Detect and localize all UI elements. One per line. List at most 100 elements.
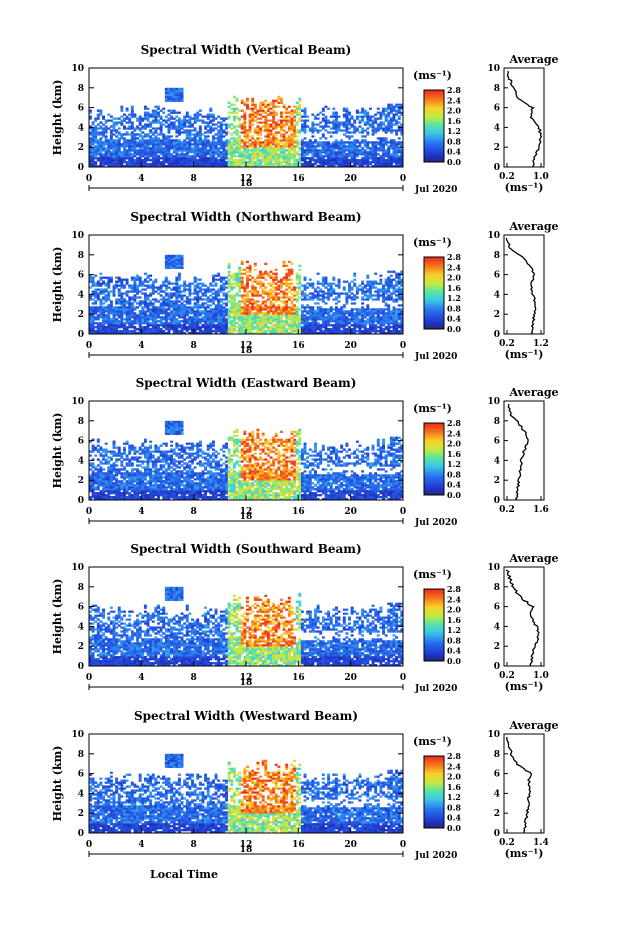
heatmap-cell	[157, 107, 160, 110]
heatmap-cell	[219, 123, 223, 126]
heatmap-cell	[266, 274, 270, 277]
heatmap-cell	[256, 304, 260, 307]
heatmap-cell	[327, 332, 331, 335]
heatmap-cell	[232, 149, 236, 152]
heatmap-cell	[308, 314, 312, 317]
heatmap-cell	[167, 149, 171, 152]
heatmap-cell	[400, 163, 404, 166]
heatmap-cell	[340, 139, 344, 142]
heatmap-cell	[104, 282, 108, 285]
heatmap-cell	[319, 143, 323, 146]
heatmap-cell	[319, 328, 323, 331]
heatmap-cell	[151, 316, 155, 319]
heatmap-cell	[232, 139, 236, 142]
heatmap-cell	[162, 135, 166, 138]
heatmap-cell	[384, 137, 388, 140]
heatmap-cell	[285, 312, 289, 315]
heatmap-cell	[185, 125, 189, 128]
heatmap-cell	[272, 272, 276, 275]
heatmap-cell	[191, 310, 194, 313]
heatmap-cell	[141, 163, 145, 166]
heatmap-cell	[371, 143, 375, 146]
heatmap-cell	[261, 288, 265, 291]
y-axis-label: Height (km)	[51, 80, 64, 156]
heatmap-cell	[240, 123, 244, 126]
heatmap-cell	[269, 129, 273, 132]
heatmap-cell	[193, 151, 197, 154]
heatmap-cell	[214, 296, 218, 299]
heatmap-cell	[206, 288, 210, 291]
heatmap-cell	[151, 115, 155, 118]
heatmap-cell	[230, 157, 234, 160]
heatmap-cell	[316, 129, 320, 132]
heatmap-cell	[225, 298, 228, 301]
heatmap-cell	[209, 284, 213, 287]
heatmap-cell	[321, 276, 325, 279]
heatmap-cell	[282, 276, 286, 279]
heatmap-cell	[188, 163, 192, 166]
heatmap-cell	[238, 288, 242, 291]
heatmap-cell	[162, 304, 166, 307]
heatmap-cell	[238, 117, 242, 120]
heatmap-cell	[280, 111, 283, 114]
heatmap-cell	[348, 123, 351, 126]
heatmap-cell	[256, 318, 260, 321]
heatmap-cell	[274, 99, 278, 102]
heatmap-cell	[149, 314, 153, 317]
heatmap-cell	[348, 286, 351, 289]
heatmap-cell	[172, 95, 176, 98]
heatmap-cell	[209, 332, 213, 335]
heatmap-cell	[154, 312, 158, 315]
heatmap-cell	[293, 306, 297, 309]
heatmap-cell	[146, 113, 150, 116]
heatmap-cell	[306, 141, 310, 144]
heatmap-cell	[89, 163, 92, 166]
heatmap-cell	[107, 165, 111, 168]
heatmap-cell	[345, 324, 349, 327]
heatmap-cell	[277, 324, 281, 327]
heatmap-cell	[91, 123, 95, 126]
heatmap-cell	[232, 330, 236, 333]
heatmap-cell	[91, 157, 95, 160]
heatmap-cell	[392, 147, 396, 150]
heatmap-cell	[230, 284, 234, 287]
heatmap-cell	[198, 133, 202, 136]
heatmap-cell	[345, 119, 349, 122]
heatmap-cell	[337, 312, 341, 315]
heatmap-cell	[327, 282, 331, 285]
heatmap-cell	[172, 254, 176, 258]
heatmap-cell	[311, 296, 315, 299]
heatmap-cell	[209, 121, 213, 124]
heatmap-cell	[211, 296, 215, 299]
heatmap-cell	[94, 310, 98, 313]
heatmap-cell	[117, 149, 121, 152]
heatmap-cell	[319, 326, 323, 329]
heatmap-cell	[109, 280, 113, 283]
heatmap-cell	[141, 302, 145, 305]
heatmap-cell	[180, 151, 184, 154]
heatmap-cell	[287, 270, 291, 273]
heatmap-cell	[300, 330, 304, 333]
heatmap-cell	[164, 256, 168, 260]
heatmap-cell	[321, 149, 325, 152]
heatmap-cell	[211, 288, 215, 291]
heatmap-cell	[384, 125, 388, 128]
heatmap-cell	[337, 129, 341, 132]
heatmap-cell	[366, 111, 370, 114]
heatmap-cell	[342, 310, 346, 313]
heatmap-cell	[243, 131, 247, 134]
heatmap-cell	[329, 288, 333, 291]
heatmap-cell	[235, 272, 239, 275]
heatmap-cell	[345, 320, 349, 323]
heatmap-cell	[327, 316, 331, 319]
heatmap-cell	[206, 324, 210, 327]
heatmap-cell	[91, 302, 95, 305]
heatmap-cell	[337, 322, 341, 325]
heatmap-cell	[107, 290, 111, 293]
heatmap-cell	[164, 304, 168, 307]
heatmap-cell	[175, 97, 179, 100]
heatmap-cell	[232, 137, 236, 140]
heatmap-cell	[368, 151, 372, 154]
heatmap-cell	[248, 332, 252, 335]
heatmap-cell	[204, 151, 208, 154]
